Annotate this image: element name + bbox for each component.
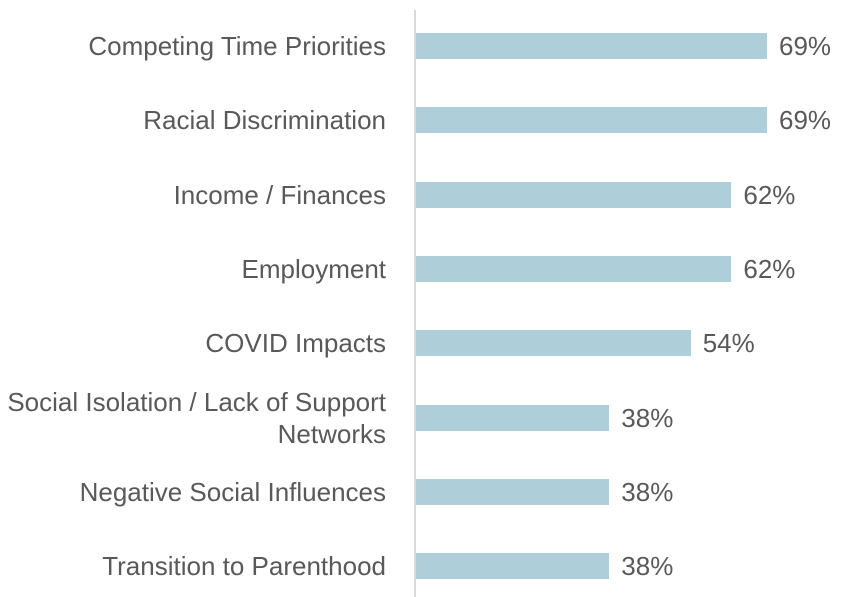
bar <box>416 255 732 282</box>
data-label: 62% <box>743 179 796 210</box>
category-label: Transition to Parenthood <box>102 551 386 582</box>
category-label: Income / Finances <box>173 179 386 210</box>
data-label: 38% <box>621 402 674 433</box>
category-axis <box>414 10 416 597</box>
category-label: Employment <box>241 253 387 284</box>
category-label: Negative Social Influences <box>79 476 386 507</box>
data-label: 69% <box>779 105 832 136</box>
data-label: 54% <box>702 328 755 359</box>
data-label: 62% <box>743 253 796 284</box>
bar <box>416 107 767 134</box>
data-label: 69% <box>779 31 832 61</box>
category-label: Competing Time Priorities <box>88 31 386 61</box>
category-label: COVID Impacts <box>205 328 386 359</box>
bar <box>416 33 767 59</box>
bar <box>416 553 610 580</box>
data-label: 38% <box>621 551 674 582</box>
bar <box>416 330 691 357</box>
category-label: Social Isolation / Lack of Support Netwo… <box>7 386 386 449</box>
bar <box>416 181 732 208</box>
category-label: Racial Discrimination <box>143 105 386 136</box>
bar <box>416 478 610 505</box>
data-label: 38% <box>621 476 674 507</box>
bar <box>416 404 610 431</box>
